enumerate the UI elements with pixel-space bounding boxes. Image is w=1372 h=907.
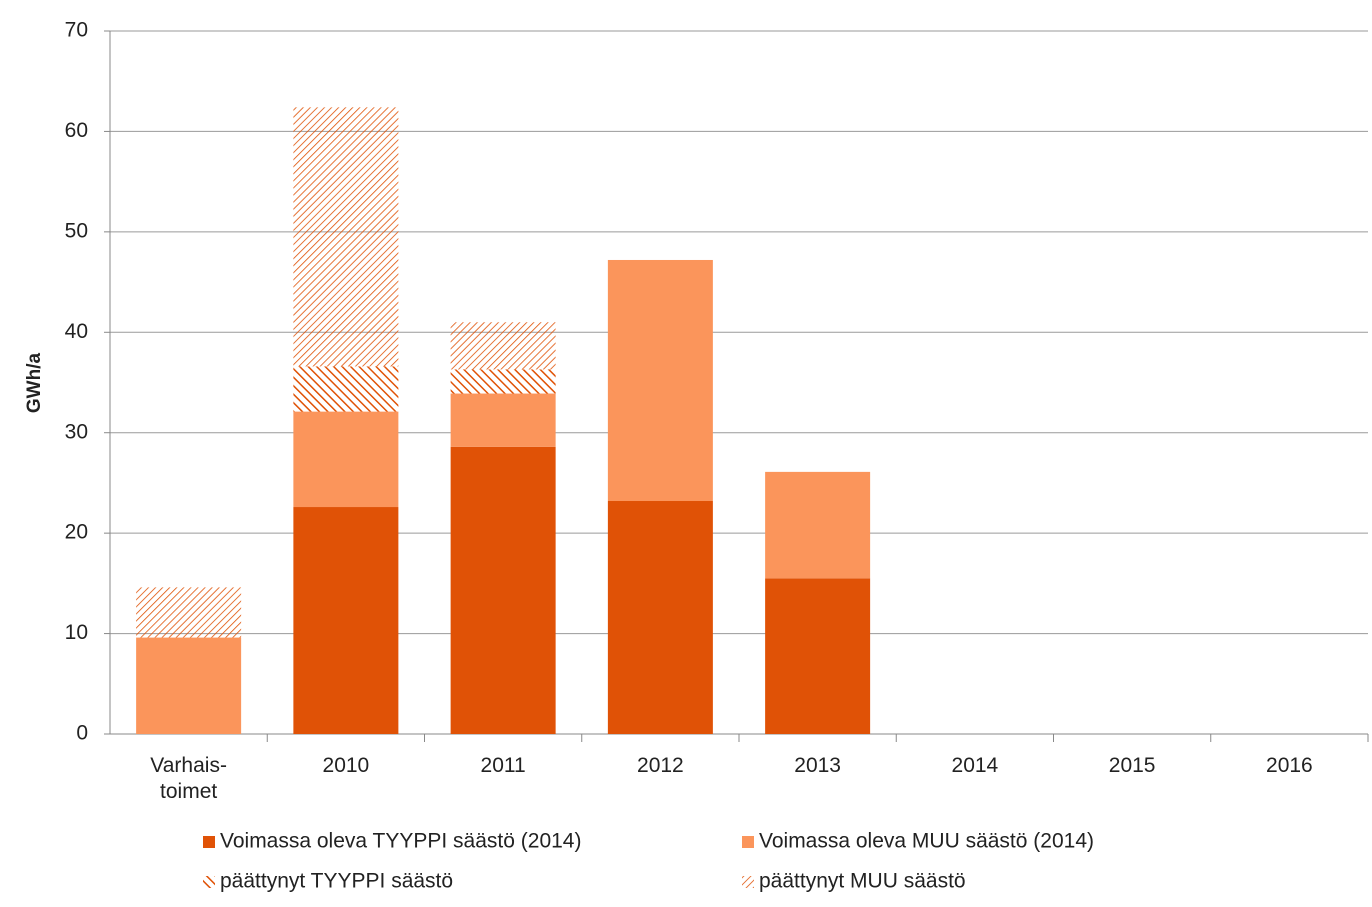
bar-segment: [607, 259, 713, 502]
legend-swatch: [203, 836, 215, 848]
y-tick-label: 50: [65, 219, 88, 242]
bar-segment: [293, 107, 399, 367]
bar-segment: [450, 322, 556, 370]
x-tick-label: 2015: [1108, 754, 1156, 777]
bar-segment: [136, 587, 242, 638]
legend-label: päättynyt TYYPPI säästö: [220, 870, 453, 893]
y-axis-label: GWh/a: [24, 352, 45, 413]
x-tick-label: 2010: [322, 754, 370, 777]
legend-label: Voimassa oleva TYYPPI säästö (2014): [220, 830, 581, 853]
bar-segment: [293, 411, 399, 508]
legend-swatch: [203, 876, 215, 888]
x-tick-label: 2013: [794, 754, 841, 777]
y-tick-label: 10: [65, 621, 88, 644]
bar-segment: [450, 369, 556, 394]
x-tick-label: 2016: [1266, 754, 1313, 777]
y-tick-label: 60: [65, 119, 88, 142]
x-tick-label: 2011: [480, 754, 526, 777]
x-tick-label: 2014: [951, 754, 999, 777]
y-tick-label: 0: [76, 722, 88, 745]
x-tick-label: 2012: [637, 754, 684, 777]
bar-segment: [607, 501, 713, 734]
y-tick-label: 70: [65, 19, 88, 42]
bar-segment: [450, 446, 556, 734]
bar-segment: [293, 507, 399, 734]
bar-segment: [293, 366, 399, 412]
legend-label: Voimassa oleva MUU säästö (2014): [759, 830, 1094, 853]
bar-segment: [765, 471, 871, 579]
y-tick-label: 40: [65, 320, 88, 343]
bar-segment: [450, 393, 556, 447]
y-tick-label: 20: [65, 521, 88, 544]
y-tick-label: 30: [65, 420, 88, 443]
legend-swatch: [742, 836, 754, 848]
bar-segment: [765, 578, 871, 734]
legend-label: päättynyt MUU säästö: [759, 870, 966, 893]
x-tick-label: Varhais- toimet: [150, 754, 227, 803]
bar-segment: [136, 637, 242, 734]
legend-swatch: [742, 876, 754, 888]
